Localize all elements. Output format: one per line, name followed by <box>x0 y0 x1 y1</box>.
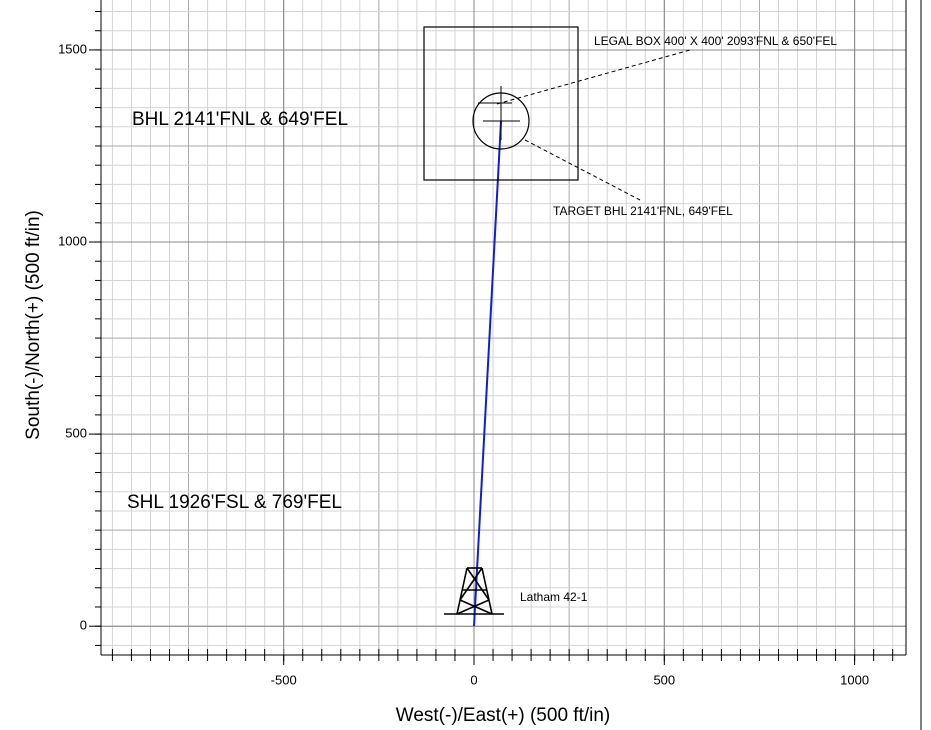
y-tick-label: 1500 <box>58 41 87 56</box>
y-axis-label: South(-)/North(+) (500 ft/in) <box>23 210 44 440</box>
y-tick-label: 1000 <box>58 233 87 248</box>
x-tick-label: -500 <box>271 672 297 687</box>
target-annotation: TARGET BHL 2141'FNL, 649'FEL <box>553 204 733 218</box>
x-axis-label: West(-)/East(+) (500 ft/in) <box>396 705 611 726</box>
y-tick-label: 500 <box>65 426 87 441</box>
well-path <box>473 120 503 627</box>
x-tick-label: 0 <box>470 672 477 687</box>
x-tick-label: 1000 <box>840 672 869 687</box>
rig-symbol <box>444 567 504 615</box>
well-name: Latham 42-1 <box>520 590 588 604</box>
shl-annotation: SHL 1926'FSL & 769'FEL <box>127 492 342 513</box>
bhl-annotation: BHL 2141'FNL & 649'FEL <box>132 109 348 130</box>
leader-line <box>524 139 641 201</box>
marks <box>473 120 503 627</box>
y-tick-label: 0 <box>80 618 87 633</box>
legal-box <box>423 26 579 181</box>
legal-box-annotation: LEGAL BOX 400' X 400' 2093'FNL & 650'FEL <box>594 34 837 48</box>
leader-line <box>496 49 691 105</box>
grid <box>89 0 907 665</box>
x-tick-label: 500 <box>653 672 675 687</box>
